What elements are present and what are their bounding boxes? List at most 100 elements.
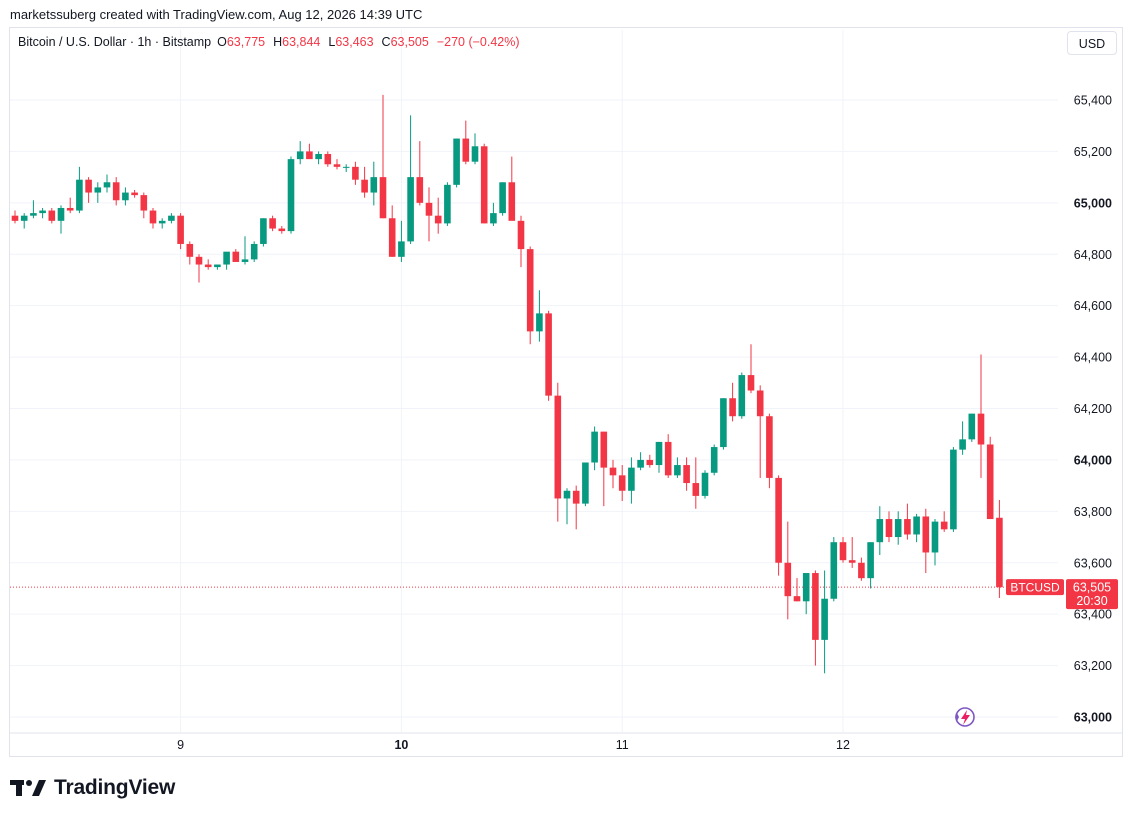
- candle-body: [913, 516, 920, 535]
- change-value: −270 (−0.42%): [436, 35, 520, 49]
- candle-body: [655, 441, 663, 466]
- candle-body: [664, 441, 672, 476]
- candle-body: [821, 598, 828, 640]
- candle-body: [692, 483, 700, 496]
- candle-body: [379, 177, 387, 219]
- candle-body: [480, 146, 488, 224]
- candle-body: [600, 431, 608, 468]
- candle-body: [306, 151, 313, 160]
- candle-body: [241, 259, 249, 262]
- currency-button[interactable]: USD: [1067, 31, 1117, 55]
- candle-body: [894, 519, 902, 538]
- x-tick-label: 11: [616, 738, 629, 752]
- symbol-legend: Bitcoin / U.S. Dollar · 1h · Bitstamp O …: [18, 35, 520, 49]
- candle-body: [674, 465, 681, 476]
- sparkle-icon[interactable]: [955, 707, 975, 727]
- y-tick-label: 64,800: [1074, 248, 1112, 262]
- y-tick-label: 63,000: [1074, 711, 1112, 725]
- candle-body: [747, 375, 755, 391]
- candle-body: [922, 516, 930, 553]
- candle-body: [885, 519, 893, 538]
- y-tick-label: 64,400: [1074, 351, 1112, 365]
- candle-body: [490, 213, 497, 224]
- candle-body: [315, 153, 322, 160]
- candle-body: [112, 182, 120, 201]
- candle-body: [710, 447, 718, 473]
- ticker-tag-label: BTCUSD: [1010, 581, 1060, 595]
- candle-body: [931, 521, 939, 553]
- candle-body: [959, 439, 966, 450]
- candle-body: [204, 264, 212, 268]
- low-value: 63,463: [335, 35, 374, 49]
- candle-body: [563, 490, 571, 499]
- candle-body: [324, 153, 332, 165]
- close-label: C: [381, 35, 391, 49]
- candle-body: [867, 542, 874, 579]
- candle-body: [57, 207, 65, 221]
- candle-body: [876, 519, 884, 543]
- candle-body: [940, 521, 948, 530]
- candle-body: [517, 220, 525, 250]
- candle-body: [122, 192, 129, 201]
- candle-body: [352, 166, 359, 180]
- close-value: 63,505: [390, 35, 429, 49]
- chart-frame: [9, 27, 1123, 757]
- candle-body: [683, 465, 690, 484]
- candle-body: [950, 449, 957, 530]
- candle-body: [904, 519, 911, 535]
- candle-body: [729, 398, 736, 417]
- candle-body: [830, 542, 838, 599]
- candle-body: [425, 202, 433, 216]
- candle-body: [802, 573, 810, 602]
- candle-body: [738, 375, 746, 417]
- candle-body: [20, 215, 28, 221]
- y-tick-label: 63,200: [1074, 659, 1112, 673]
- candle-body: [168, 215, 175, 221]
- candle-body: [66, 207, 74, 211]
- candle-body: [76, 179, 83, 211]
- symbol-description[interactable]: Bitcoin / U.S. Dollar · 1h · Bitstamp: [18, 35, 212, 49]
- y-tick-label: 65,000: [1074, 196, 1112, 210]
- candle-body: [637, 459, 644, 468]
- candle-body: [536, 313, 543, 332]
- y-tick-label: 65,200: [1074, 145, 1112, 159]
- tradingview-brand[interactable]: TradingView: [10, 776, 175, 800]
- candle-body: [140, 195, 148, 211]
- candle-body: [250, 243, 258, 260]
- candle-body: [784, 562, 792, 597]
- candle-body: [370, 177, 378, 193]
- candle-body: [232, 251, 240, 262]
- candle-body: [94, 187, 102, 193]
- candle-body: [103, 182, 111, 188]
- y-tick-label: 63,800: [1074, 505, 1112, 519]
- y-tick-label: 64,600: [1074, 299, 1112, 313]
- candle-body: [269, 218, 276, 229]
- candle-body: [11, 215, 19, 221]
- candle-body: [526, 249, 534, 332]
- candle-body: [434, 215, 442, 224]
- high-label: H: [273, 35, 283, 49]
- candle-body: [508, 182, 516, 221]
- attribution-text: marketssuberg created with TradingView.c…: [10, 7, 423, 22]
- candle-body: [812, 573, 819, 640]
- x-tick-label: 12: [836, 738, 850, 752]
- candle-body: [333, 164, 341, 167]
- candle-body: [342, 166, 350, 168]
- y-tick-label: 64,000: [1074, 453, 1112, 467]
- candle-body: [30, 213, 37, 216]
- candle-body: [260, 218, 267, 244]
- candle-body: [839, 542, 847, 561]
- candle-body: [287, 159, 295, 232]
- candle-body: [720, 398, 727, 448]
- x-tick-label: 9: [177, 738, 184, 752]
- candle-body: [756, 390, 764, 417]
- candle-body: [977, 413, 985, 445]
- candle-body: [398, 241, 405, 257]
- candle-body: [582, 462, 589, 504]
- y-tick-label: 63,400: [1074, 608, 1112, 622]
- candle-body: [609, 467, 617, 476]
- candle-body: [986, 444, 994, 520]
- candle-body: [223, 251, 230, 265]
- candle-body: [407, 177, 414, 242]
